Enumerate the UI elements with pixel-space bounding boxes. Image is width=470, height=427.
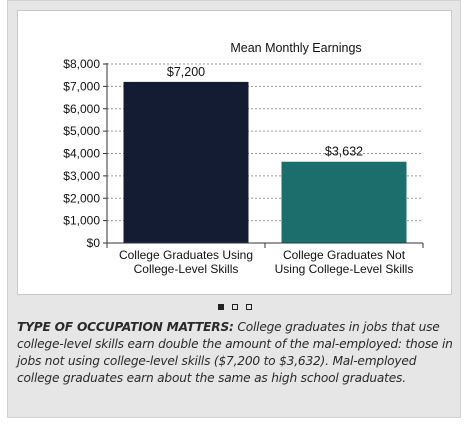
y-tick-label: $7,000: [63, 79, 100, 93]
pager-dot[interactable]: [218, 304, 224, 310]
bar-chart: Mean Monthly Earnings $0 $1,000 $2,000 $3,00…: [63, 41, 424, 276]
chart-card: Mean Monthly Earnings $0 $1,000 $2,000 $3,00…: [7, 0, 461, 418]
chart-panel: Mean Monthly Earnings $0 $1,000 $2,000 $3,00…: [17, 10, 452, 295]
y-tick-label: $6,000: [63, 102, 100, 116]
x-tick-label: College Graduates Using: [119, 248, 253, 262]
y-tick-label: $0: [87, 236, 101, 250]
bar: [281, 161, 407, 243]
carousel-pager: [8, 304, 462, 310]
y-tick-label: $1,000: [63, 214, 100, 228]
pager-dot[interactable]: [232, 304, 238, 310]
x-tick-label: College-Level Skills: [134, 262, 239, 276]
y-tick-label: $8,000: [63, 57, 100, 71]
pager-dot[interactable]: [246, 304, 252, 310]
y-tick-label: $3,000: [63, 169, 100, 183]
data-label: $3,632: [325, 145, 363, 159]
y-tick-label: $4,000: [63, 147, 100, 161]
x-tick-label: College Graduates Not: [283, 248, 406, 262]
caption-heading: TYPE OF OCCUPATION MATTERS:: [17, 320, 234, 334]
bar: [123, 81, 249, 244]
x-tick-label: Using College-Level Skills: [275, 262, 414, 276]
y-tick-label: $5,000: [63, 124, 100, 138]
caption-text: College graduates in jobs that use colle…: [17, 320, 453, 385]
data-label: $7,200: [167, 65, 205, 79]
y-tick-label: $2,000: [63, 191, 100, 205]
caption: TYPE OF OCCUPATION MATTERS: College grad…: [17, 319, 455, 387]
chart-title: Mean Monthly Earnings: [230, 41, 361, 55]
